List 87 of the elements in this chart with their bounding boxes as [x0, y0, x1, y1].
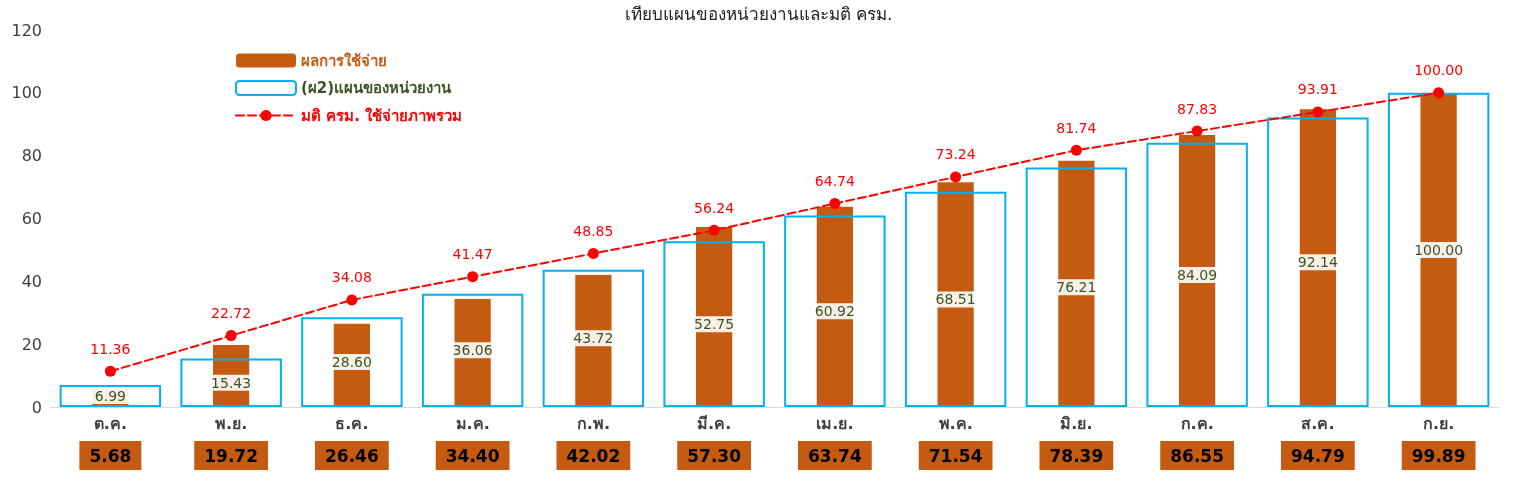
data-label: 48.85: [573, 223, 614, 240]
bar: [421, 293, 524, 407]
bar: [301, 317, 403, 407]
x-tick-label: พ.ย.: [215, 413, 248, 433]
data-label: 78.39: [1049, 445, 1104, 466]
bar: [1387, 92, 1490, 407]
y-tick-label: 120: [11, 20, 42, 40]
y-tick-label: 40: [21, 271, 42, 291]
data-label: 22.72: [211, 305, 252, 322]
data-label: 93.91: [1297, 81, 1338, 98]
bar: [1025, 167, 1128, 407]
point: [1433, 87, 1445, 99]
data-label: 87.83: [1177, 100, 1218, 117]
data-label: 56.24: [694, 199, 735, 216]
data-label: 43.72: [573, 330, 614, 347]
bar: [937, 182, 974, 407]
data-label: 94.79: [1290, 445, 1345, 466]
x-tick-label: ก.พ.: [576, 413, 610, 433]
bar: [542, 269, 645, 407]
y-tick-label: 0: [31, 397, 42, 417]
point: [467, 271, 479, 283]
data-label: 15.43: [211, 374, 252, 391]
data-label: 84.09: [1177, 266, 1218, 283]
data-label: 5.68: [89, 445, 132, 466]
bar: [1267, 117, 1369, 407]
legend-label: ผลการใช้จ่าย: [301, 51, 387, 70]
data-label: 63.74: [807, 445, 862, 466]
legend-label: (ผ2)แผนของหน่วยงาน: [301, 79, 453, 97]
point: [346, 294, 358, 306]
point: [829, 198, 841, 210]
x-tick-label: มิ.ย.: [1060, 413, 1093, 433]
data-label: 68.51: [935, 291, 976, 308]
x-tick-label: ก.ย.: [1423, 413, 1455, 433]
x-tick-label: เม.ย.: [816, 413, 854, 433]
bar: [904, 191, 1007, 407]
x-tick-label: ม.ค.: [455, 413, 490, 433]
chart-title: เทียบแผนของหน่วยงานและมติ ครม.: [624, 3, 893, 24]
y-tick-label: 80: [21, 146, 42, 166]
data-label: 36.06: [452, 342, 493, 359]
bar: [663, 241, 765, 407]
point: [587, 248, 599, 260]
bar: [784, 215, 886, 407]
x-tick-label: ต.ค.: [93, 413, 127, 433]
bar: [1299, 109, 1336, 407]
data-label: 81.74: [1056, 119, 1097, 136]
data-label: 28.60: [331, 354, 372, 371]
point: [950, 171, 962, 183]
point: [1312, 106, 1324, 118]
data-label: 99.89: [1411, 445, 1466, 466]
data-label: 60.92: [814, 303, 855, 320]
data-label: 42.02: [566, 445, 621, 466]
bar: [59, 385, 162, 407]
bar: [180, 358, 282, 407]
x-tick-label: พ.ค.: [938, 413, 973, 433]
data-label: 86.55: [1170, 445, 1225, 466]
data-label: 34.08: [331, 269, 372, 286]
bar: [1058, 160, 1095, 407]
bar: [1179, 135, 1216, 407]
point: [104, 365, 116, 377]
x-tick-label: ธ.ค.: [335, 413, 369, 433]
y-tick-label: 60: [21, 209, 42, 228]
data-label: 26.46: [324, 445, 379, 466]
bar: [1146, 142, 1248, 407]
data-label: 52.75: [694, 316, 735, 333]
data-label: 64.74: [814, 173, 855, 190]
legend-label: มติ ครม. ใช้จ่ายภาพรวม: [301, 106, 463, 125]
data-label: 11.36: [90, 340, 131, 357]
data-label: 6.99: [94, 388, 126, 405]
x-tick-label: ส.ค.: [1301, 413, 1335, 433]
point: [1070, 144, 1082, 156]
data-label: 100.00: [1414, 241, 1464, 258]
point: [708, 224, 720, 236]
point: [1191, 125, 1203, 137]
y-tick-label: 100: [11, 83, 42, 103]
point: [225, 330, 237, 342]
data-label: 41.47: [452, 246, 493, 263]
x-tick-label: ก.ค.: [1180, 413, 1214, 433]
data-label: 34.40: [445, 445, 500, 466]
data-label: 76.21: [1056, 279, 1097, 296]
y-tick-label: 20: [21, 334, 42, 354]
data-label: 100.00: [1414, 62, 1464, 79]
data-label: 57.30: [687, 445, 742, 466]
x-tick-label: มี.ค.: [697, 413, 732, 433]
data-label: 19.72: [204, 445, 259, 466]
data-label: 71.54: [928, 445, 983, 466]
data-label: 73.24: [935, 146, 976, 163]
data-label: 92.14: [1297, 254, 1338, 271]
